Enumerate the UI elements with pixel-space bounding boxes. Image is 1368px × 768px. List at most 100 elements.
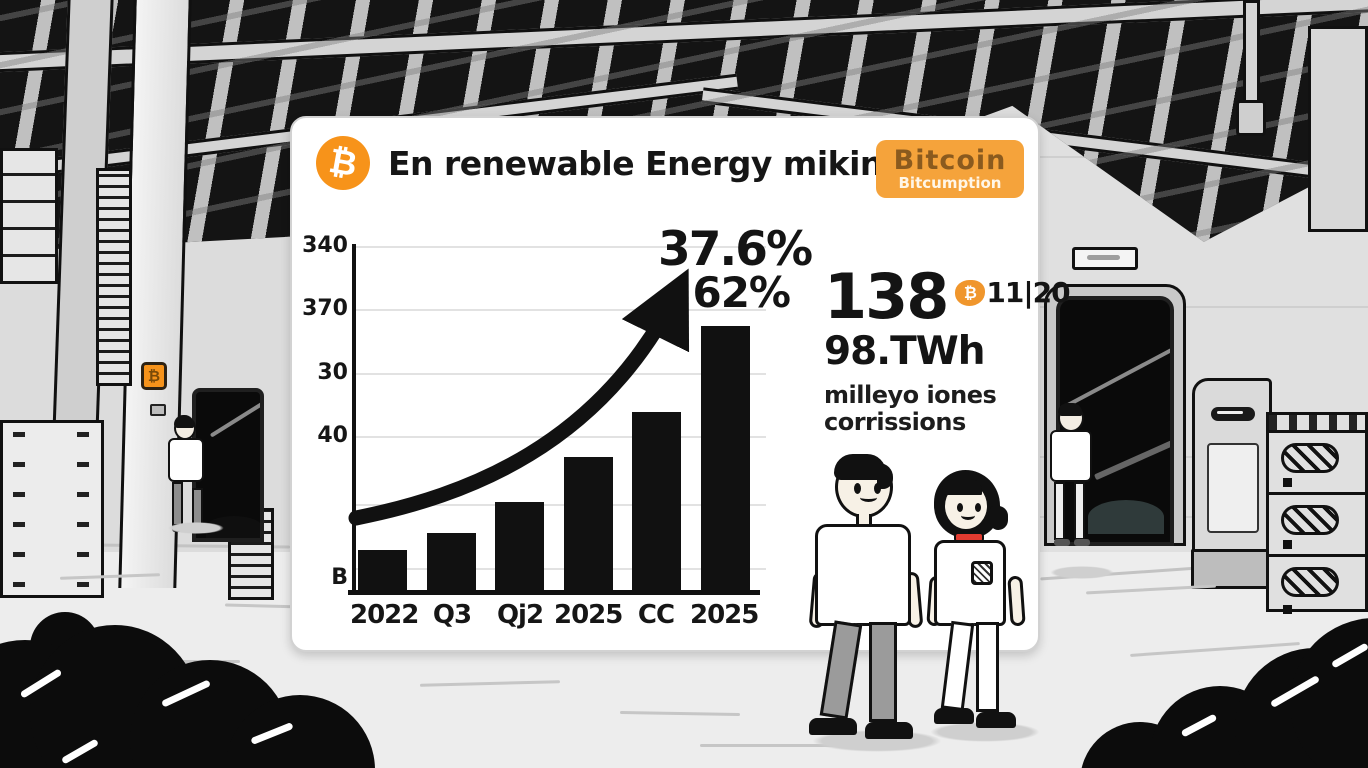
rack-vent-icon: [1281, 505, 1339, 535]
woman-bangs: [942, 479, 982, 495]
x-tick-label: CC: [637, 600, 675, 630]
person-legs: [1054, 482, 1092, 546]
door-debris: [1088, 500, 1164, 534]
mining-rig-crate: [0, 148, 58, 284]
gridline: [356, 373, 766, 375]
rack-led: [1283, 540, 1292, 549]
x-tick-label: Q3: [432, 600, 472, 630]
man-shoe: [865, 722, 913, 739]
annotation-bottom: 62%: [692, 268, 791, 317]
chart-x-labels: 2022 Q3 Qj2 2025 CC 2025: [350, 600, 759, 630]
bitcoin-sign-icon: ₿: [141, 362, 167, 390]
coin-stat: ₿ 11|20: [955, 276, 1071, 309]
infographic-card: ₿ En renewable Energy miking Bitcoin Bit…: [290, 116, 1071, 652]
man-shirt: [815, 524, 911, 626]
ceiling-beam: [0, 0, 1368, 73]
man-shoe: [809, 718, 857, 735]
machine-panel: [1207, 443, 1259, 533]
woman-eye: [957, 503, 963, 512]
person-hair: [1058, 403, 1082, 416]
background-person-right: [1050, 403, 1092, 546]
woman-smile: [961, 511, 975, 520]
man-pants-leg: [869, 622, 897, 722]
person-shadow: [168, 522, 224, 534]
woman-head: [942, 479, 990, 532]
badge-title: Bitcoin: [893, 144, 1007, 176]
man-smile: [860, 493, 877, 502]
man-eye: [874, 483, 881, 494]
rack-vent-icon: [1281, 567, 1339, 597]
coin-value: 11|20: [986, 276, 1070, 309]
rack-drawer: [1269, 557, 1365, 619]
person-shirt: [168, 438, 204, 482]
stats-row: 138 ₿ 11|20: [824, 260, 1071, 333]
woman-pants-leg: [976, 622, 999, 712]
gridline: [356, 246, 766, 248]
shirt-badge-icon: [971, 561, 993, 585]
person-head: [1058, 403, 1084, 432]
chart-bars: [358, 246, 750, 592]
y-tick-label: B: [331, 565, 348, 590]
gridline: [356, 568, 766, 570]
person-head: [174, 415, 196, 440]
rack-led: [1283, 605, 1292, 614]
bar: [563, 457, 613, 592]
x-tick-label: 2022: [350, 600, 419, 630]
rack-header: [1269, 415, 1365, 433]
badge-subtitle: Bitcumption: [898, 173, 1002, 192]
man-pants-leg: [819, 620, 863, 720]
bar: [426, 533, 476, 592]
rack-vent-icon: [1281, 443, 1339, 473]
stat-caption-1: milleyo iones: [824, 380, 997, 409]
x-tick-label: 2025: [554, 600, 623, 630]
woman-eye: [975, 503, 981, 512]
y-tick-label: 30: [317, 360, 348, 385]
person-leg: [172, 482, 183, 526]
stat-energy: 98.TWh: [824, 328, 985, 374]
y-axis-line: [352, 244, 356, 594]
x-tick-label: 2025: [690, 600, 759, 630]
foreground-woman: [926, 470, 1026, 742]
woman-hair-curl: [990, 506, 1008, 530]
annotation-top: 37.6%: [658, 222, 813, 277]
bar: [632, 412, 682, 592]
stat-caption-2: corrissions: [824, 408, 966, 437]
person-shoe: [1074, 539, 1090, 546]
person-leg: [192, 488, 203, 526]
y-tick-label: 40: [317, 423, 348, 448]
person-hair: [174, 415, 194, 428]
man-head: [834, 454, 893, 518]
person-leg: [1054, 482, 1065, 540]
person-leg: [1074, 482, 1085, 540]
x-tick-label: Qj2: [496, 600, 544, 630]
door-debris: [206, 516, 260, 538]
x-axis-line: [348, 590, 760, 595]
stats-block: 138 ₿ 11|20 98.TWh milleyo iones corriss…: [824, 260, 1071, 437]
pillar-tag: [150, 404, 166, 416]
mining-rig-cabinet: [0, 420, 104, 598]
foreground-man: [808, 454, 924, 746]
bitcoin-coin-icon: ₿: [955, 279, 986, 306]
conduit-box: [1236, 100, 1266, 136]
woman-pants-leg: [940, 620, 975, 712]
gridline: [356, 504, 766, 506]
woman-shoe: [934, 708, 974, 724]
rack-led: [1283, 478, 1292, 487]
stat-big-number: 138: [824, 260, 949, 333]
bar: [358, 550, 407, 592]
server-rack-top: [1308, 26, 1368, 232]
bar-chart-plot: [348, 244, 766, 595]
card-title: En renewable Energy miking: [388, 144, 907, 183]
man-eye: [854, 483, 861, 494]
person-shirt: [1050, 430, 1092, 482]
y-tick-label: 340: [302, 233, 348, 258]
door-beam: [1060, 332, 1170, 412]
person-shoe: [1054, 539, 1070, 546]
rig-ladder: [96, 168, 132, 386]
man-neck: [856, 514, 872, 526]
machine-base: [1191, 549, 1275, 589]
chart-annotations: 37.6% 62%: [292, 118, 1038, 650]
woman-shoe: [976, 712, 1016, 728]
background-person-left: [168, 415, 208, 532]
person-shadow: [1050, 566, 1114, 579]
